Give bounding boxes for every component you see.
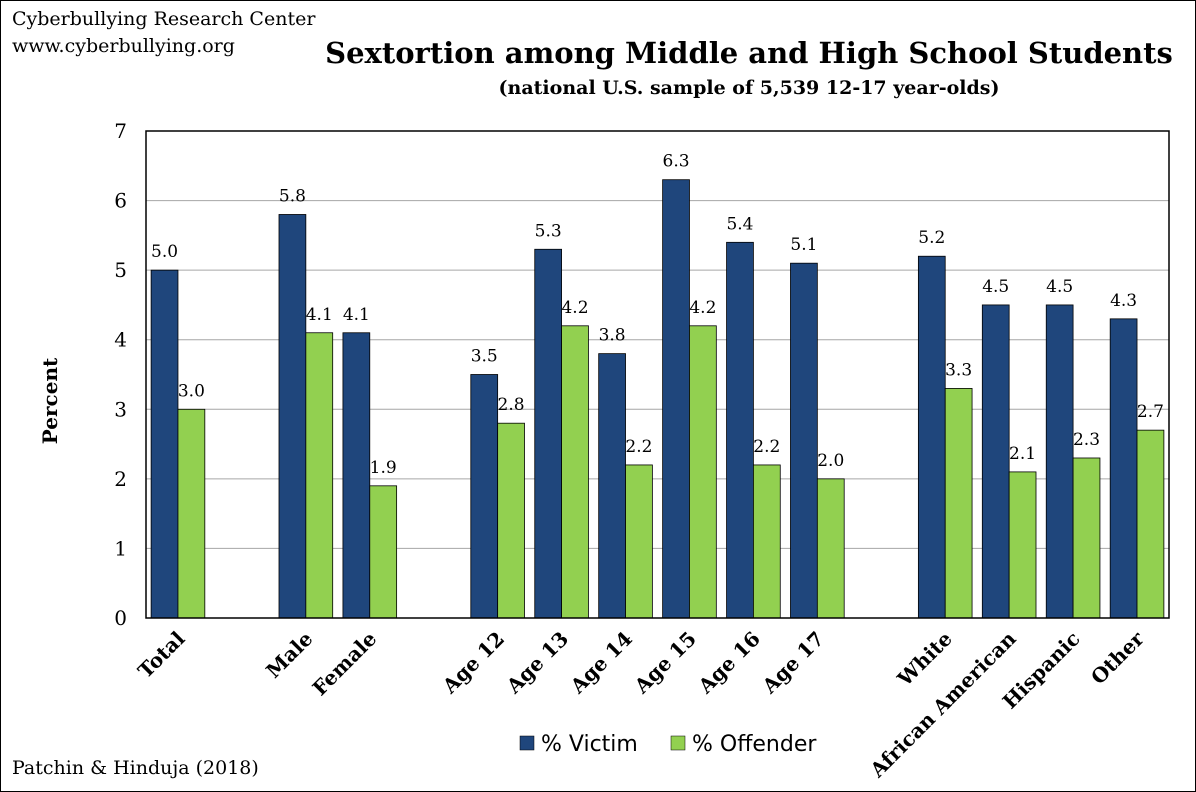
data-label-victim: 4.5 bbox=[1046, 277, 1073, 297]
bar-offender bbox=[625, 464, 653, 619]
bar-victim bbox=[1109, 318, 1138, 619]
data-label-victim: 3.8 bbox=[599, 326, 626, 346]
data-label-offender: 4.2 bbox=[689, 298, 716, 318]
legend-swatch-offender bbox=[670, 735, 686, 751]
org-name: Cyberbullying Research Center bbox=[12, 8, 316, 30]
bar-victim bbox=[981, 304, 1010, 619]
y-tick-label: 7 bbox=[114, 119, 127, 143]
y-tick-label: 3 bbox=[114, 397, 127, 421]
x-category-label: Age 12 bbox=[437, 627, 509, 699]
bar-offender bbox=[177, 408, 206, 619]
bar-victim bbox=[150, 269, 179, 619]
y-tick-label: 1 bbox=[114, 536, 127, 560]
x-category-label: Age 16 bbox=[693, 627, 765, 699]
data-label-offender: 2.7 bbox=[1137, 402, 1164, 422]
y-tick-label: 4 bbox=[114, 328, 127, 352]
data-label-offender: 3.3 bbox=[945, 360, 972, 380]
data-label-offender: 4.1 bbox=[306, 305, 333, 325]
bar-offender bbox=[561, 325, 589, 619]
x-category-label: Other bbox=[1086, 626, 1149, 689]
y-tick-label: 5 bbox=[114, 258, 127, 282]
bar-victim bbox=[534, 248, 562, 619]
bar-offender bbox=[816, 478, 845, 619]
x-category-label: Age 13 bbox=[501, 627, 573, 699]
legend: % Victim % Offender bbox=[519, 732, 817, 757]
bar-victim bbox=[278, 214, 307, 619]
data-label-offender: 1.9 bbox=[370, 458, 397, 478]
y-tick-label: 2 bbox=[114, 467, 127, 491]
x-category-label: White bbox=[892, 627, 957, 692]
chart-title: Sextortion among Middle and High School … bbox=[325, 36, 1173, 70]
bar-victim bbox=[598, 353, 626, 619]
data-label-victim: 4.3 bbox=[1110, 291, 1137, 311]
bar-offender bbox=[753, 464, 781, 619]
bar-offender bbox=[305, 332, 334, 619]
data-label-victim: 5.4 bbox=[726, 214, 753, 234]
legend-swatch-victim bbox=[519, 735, 535, 751]
bar-victim bbox=[790, 262, 818, 619]
x-category-label: Male bbox=[261, 627, 317, 683]
bar-offender bbox=[1136, 429, 1165, 619]
data-label-victim: 6.3 bbox=[663, 152, 690, 172]
plot-area-border bbox=[145, 130, 1170, 619]
data-label-offender: 2.3 bbox=[1073, 430, 1100, 450]
x-category-label: Total bbox=[133, 626, 190, 683]
bar-victim bbox=[1045, 304, 1074, 619]
bar-offender bbox=[1072, 457, 1101, 619]
data-label-offender: 2.2 bbox=[625, 437, 652, 457]
data-label-victim: 4.1 bbox=[343, 305, 370, 325]
y-axis-ticks: 0 1 2 3 4 5 6 7 bbox=[114, 119, 127, 630]
data-label-offender: 2.8 bbox=[498, 395, 525, 415]
y-axis-label: Percent bbox=[38, 357, 62, 444]
data-label-victim: 5.1 bbox=[790, 235, 817, 255]
data-label-victim: 5.2 bbox=[918, 228, 945, 248]
x-category-label: Age 15 bbox=[629, 627, 701, 699]
legend-label-offender: % Offender bbox=[692, 732, 817, 757]
bar-victim bbox=[470, 374, 499, 619]
data-label-offender: 2.2 bbox=[753, 437, 780, 457]
bar-victim bbox=[342, 332, 371, 619]
data-label-victim: 5.3 bbox=[535, 221, 562, 241]
bar-offender bbox=[944, 388, 973, 619]
bar-victim bbox=[662, 179, 690, 619]
data-label-offender: 2.1 bbox=[1009, 444, 1036, 464]
x-category-label: Age 17 bbox=[757, 627, 829, 699]
bar-victim bbox=[917, 255, 946, 619]
org-url: www.cyberbullying.org bbox=[12, 35, 235, 57]
x-category-label: Female bbox=[308, 627, 382, 701]
data-label-offender: 4.2 bbox=[561, 298, 588, 318]
bar-offender bbox=[369, 485, 398, 619]
bars bbox=[150, 179, 1165, 619]
data-label-victim: 5.8 bbox=[279, 186, 306, 206]
data-label-victim: 4.5 bbox=[982, 277, 1009, 297]
x-category-label: Age 14 bbox=[565, 627, 637, 699]
y-tick-label: 6 bbox=[114, 189, 127, 213]
bar-offender bbox=[689, 325, 717, 619]
data-label-victim: 5.0 bbox=[151, 242, 178, 262]
bar-victim bbox=[726, 241, 754, 619]
data-labels: 5.0 3.0 5.8 4.1 4.1 1.9 3.5 2.8 5.3 4.2 3.8 2.2 6.3 4… bbox=[151, 152, 1164, 478]
data-label-offender: 2.0 bbox=[817, 451, 844, 471]
data-label-victim: 3.5 bbox=[471, 347, 498, 367]
y-tick-label: 0 bbox=[114, 606, 127, 630]
bar-offender bbox=[497, 422, 525, 619]
legend-label-victim: % Victim bbox=[541, 732, 638, 757]
bar-offender bbox=[1008, 471, 1037, 619]
citation: Patchin & Hinduja (2018) bbox=[12, 757, 259, 779]
data-label-offender: 3.0 bbox=[178, 381, 205, 401]
chart-subtitle: (national U.S. sample of 5,539 12-17 yea… bbox=[499, 77, 1000, 99]
